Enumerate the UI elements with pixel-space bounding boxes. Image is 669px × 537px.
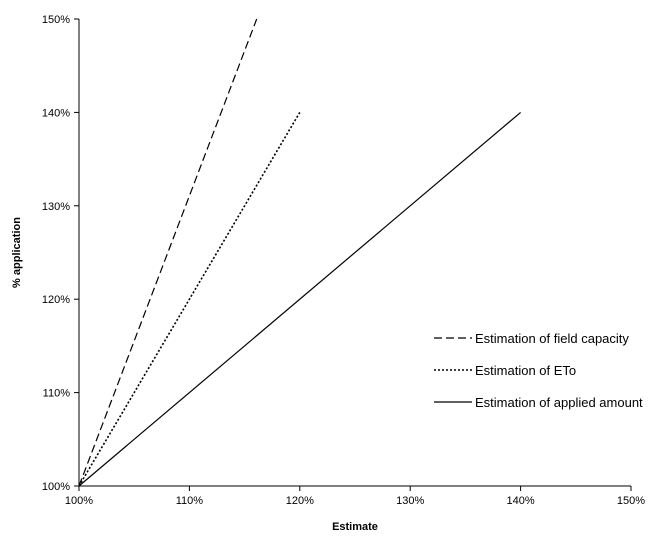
y-tick-label: 150% [42,14,70,26]
x-tick-label: 120% [286,495,314,507]
y-tick-label: 140% [42,107,70,119]
series-line-2 [78,111,301,487]
legend: Estimation of field capacity Estimation o… [434,331,643,410]
legend-label-3: Estimation of applied amount [475,395,643,410]
series-line-3 [78,111,521,487]
y-tick-label: 130% [42,201,70,213]
plot-area [78,18,521,487]
legend-label-2: Estimation of ETo [475,363,576,378]
x-tick-label: 110% [176,495,204,507]
axes: 100% 110% 120% 130% 140% 150% 100% 110% 120% 130%… [42,14,645,507]
y-tick-label: 120% [42,294,70,306]
x-tick-label: 150% [617,495,645,507]
x-tick-label: 100% [65,495,93,507]
x-tick-label: 130% [396,495,424,507]
y-axis-title: % application [11,217,23,288]
y-tick-label: 100% [42,481,70,493]
series-line-1 [78,18,258,487]
x-axis-title: Estimate [332,521,378,533]
legend-label-1: Estimation of field capacity [475,331,629,346]
x-tick-label: 140% [507,495,535,507]
y-tick-label: 110% [43,388,71,400]
